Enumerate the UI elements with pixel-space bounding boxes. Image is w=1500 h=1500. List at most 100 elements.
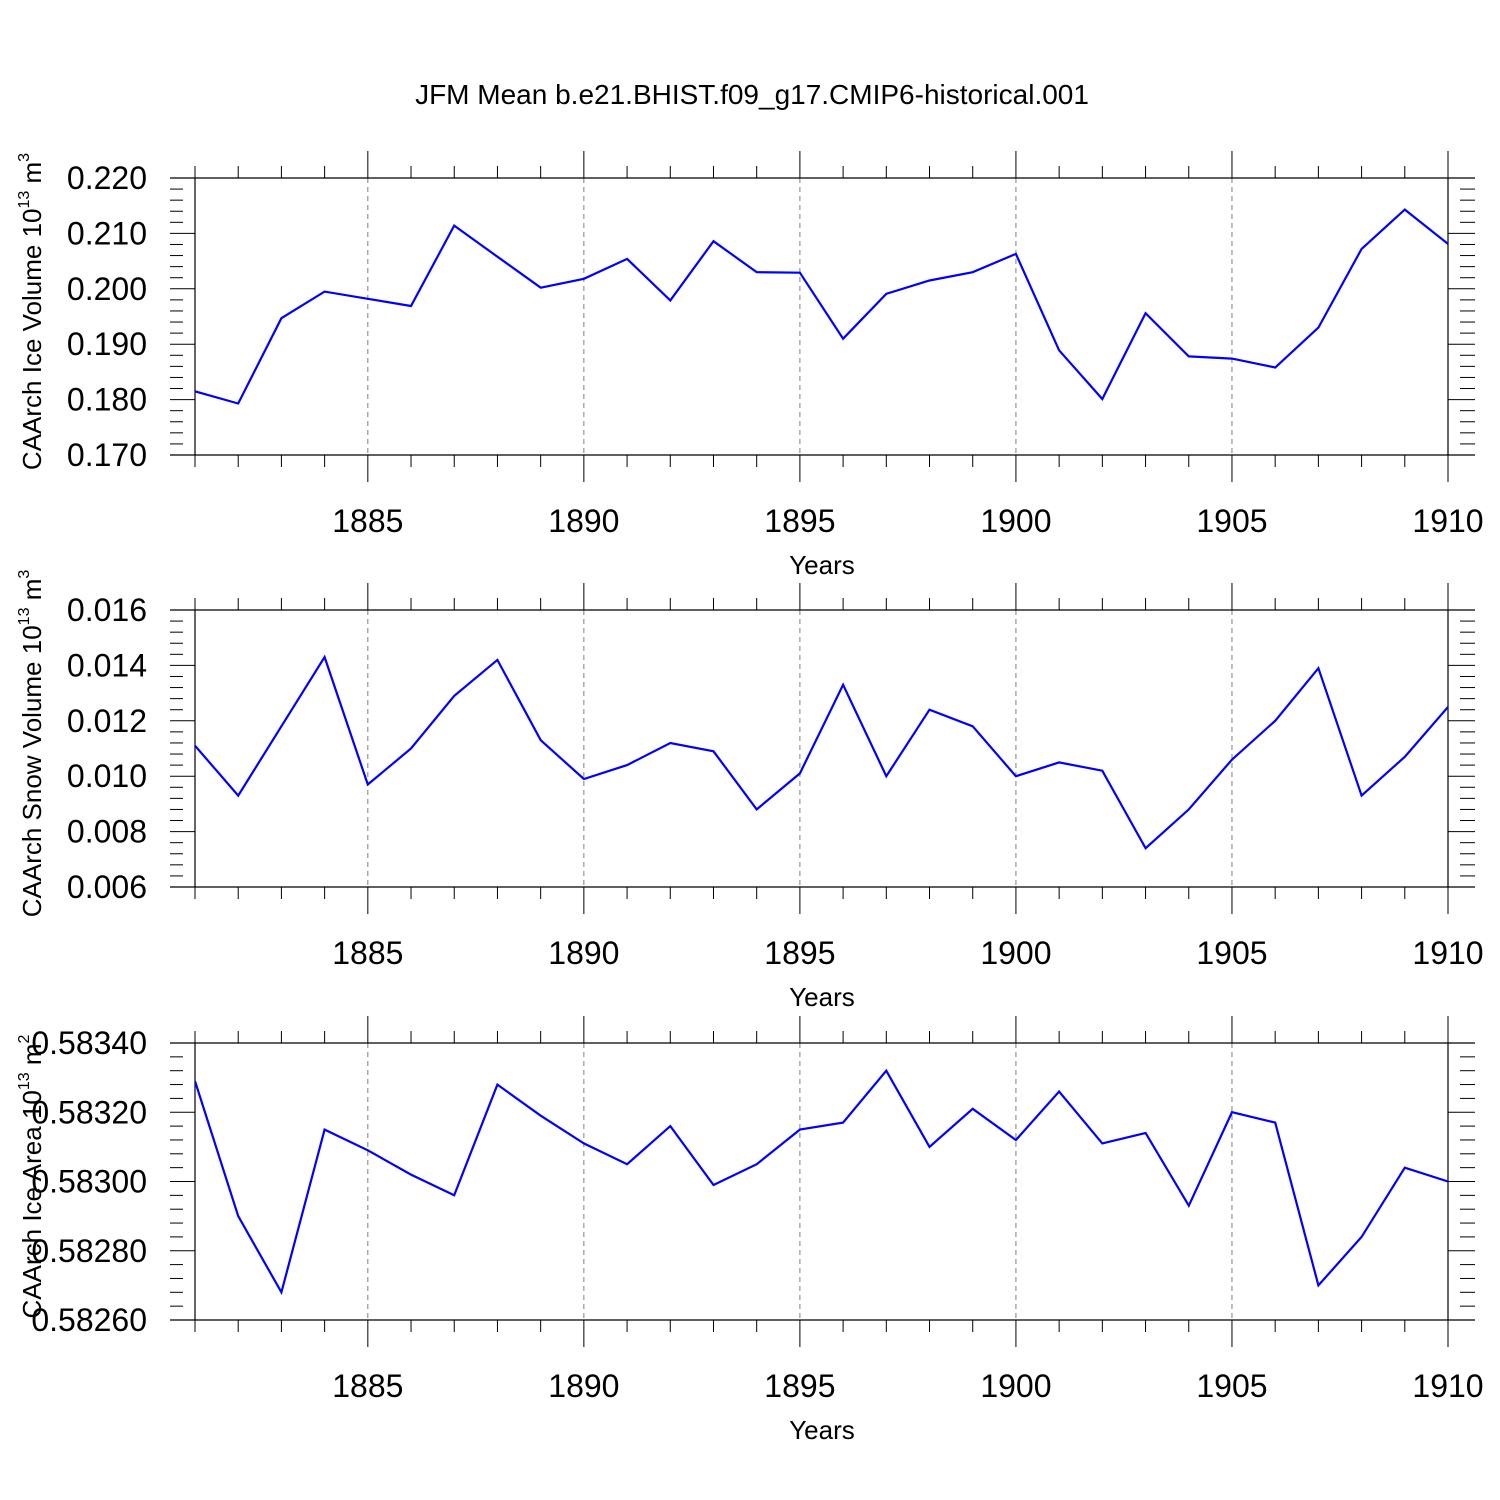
y-tick-label: 0.006 [67, 869, 147, 905]
data-point [972, 725, 974, 727]
data-point [929, 709, 931, 711]
x-tick-label: 1900 [980, 1368, 1051, 1404]
data-point [1145, 312, 1147, 314]
y-tick-label: 0.010 [67, 758, 147, 794]
x-tick-label: 1900 [980, 935, 1051, 971]
data-point [713, 750, 715, 752]
y-tick-label: 0.210 [67, 215, 147, 251]
data-point [1361, 248, 1363, 250]
x-tick-label: 1885 [332, 503, 403, 539]
x-tick-label: 1890 [548, 935, 619, 971]
data-point [713, 1184, 715, 1186]
data-point [885, 775, 887, 777]
data-point [842, 684, 844, 686]
data-point [280, 317, 282, 319]
data-point [410, 748, 412, 750]
data-point [540, 287, 542, 289]
y-axis-label: CAArch Snow Volume 1013 m3 [16, 570, 47, 918]
x-axis-label: Years [789, 1415, 855, 1445]
data-point [540, 739, 542, 741]
x-tick-label: 1885 [332, 935, 403, 971]
data-point [280, 1291, 282, 1293]
x-tick-label: 1890 [548, 503, 619, 539]
data-point [1404, 1167, 1406, 1169]
data-point [799, 1129, 801, 1131]
data-point [1015, 1139, 1017, 1141]
x-tick-label: 1910 [1412, 935, 1483, 971]
x-tick-label: 1895 [764, 1368, 835, 1404]
data-point [1231, 759, 1233, 761]
data-point [367, 1149, 369, 1151]
data-point [237, 1215, 239, 1217]
x-tick-label: 1895 [764, 503, 835, 539]
data-point [929, 1146, 931, 1148]
data-point [756, 1163, 758, 1165]
series-line [195, 1068, 1448, 1296]
y-tick-label: 0.58320 [31, 1094, 147, 1130]
data-point [237, 403, 239, 405]
y-tick-label: 0.190 [67, 326, 147, 362]
data-point [1015, 253, 1017, 255]
data-point [1101, 1142, 1103, 1144]
data-point [1447, 706, 1449, 708]
data-point [1188, 1205, 1190, 1207]
data-point [583, 778, 585, 780]
x-tick-label: 1910 [1412, 1368, 1483, 1404]
data-point [1145, 847, 1147, 849]
y-tick-label: 0.58280 [31, 1233, 147, 1269]
data-point [453, 695, 455, 697]
y-tick-label: 0.008 [67, 814, 147, 850]
data-point [1231, 358, 1233, 360]
data-point [496, 659, 498, 661]
y-tick-label: 0.012 [67, 703, 147, 739]
data-point [1317, 667, 1319, 669]
panel-snow-volume: 1885 1890 1895 1900 1905 1910 0.006 0.008 0.010 0… [16, 570, 1484, 1012]
data-point [1447, 243, 1449, 245]
data-point [324, 1129, 326, 1131]
x-tick-label: 1895 [764, 935, 835, 971]
data-point [1188, 808, 1190, 810]
data-point [496, 1084, 498, 1086]
data-point [1145, 1132, 1147, 1134]
data-point [194, 390, 196, 392]
data-point [1231, 1111, 1233, 1113]
x-tick-label: 1905 [1196, 1368, 1267, 1404]
series-line [195, 208, 1448, 405]
y-axis-label: CAArch Ice Volume 1013 m3 [16, 153, 47, 470]
x-tick-label: 1905 [1196, 935, 1267, 971]
y-tick-label: 0.58260 [31, 1302, 147, 1338]
data-point [1058, 1091, 1060, 1093]
data-point [799, 272, 801, 274]
x-tick-label: 1890 [548, 1368, 619, 1404]
x-axis-label: Years [789, 982, 855, 1012]
data-point [669, 742, 671, 744]
data-point [410, 1174, 412, 1176]
x-tick-label: 1910 [1412, 503, 1483, 539]
y-tick-label: 0.220 [67, 160, 147, 196]
data-point [1274, 720, 1276, 722]
data-point [842, 1122, 844, 1124]
data-point [540, 1115, 542, 1117]
data-point [799, 772, 801, 774]
panel-ice-area: 1885 1890 1895 1900 1905 1910 0.58260 0.58280 0.… [16, 1016, 1484, 1445]
data-point [194, 1080, 196, 1082]
data-point [669, 299, 671, 301]
data-point [972, 271, 974, 273]
series-line [195, 654, 1448, 850]
data-point [1404, 209, 1406, 211]
data-point [453, 1194, 455, 1196]
data-point [626, 258, 628, 260]
data-point [1058, 761, 1060, 763]
y-tick-label: 0.58340 [31, 1025, 147, 1061]
data-point [885, 293, 887, 295]
data-point [367, 784, 369, 786]
data-point [1101, 770, 1103, 772]
data-point [237, 795, 239, 797]
data-point [1404, 756, 1406, 758]
data-point [1447, 1181, 1449, 1183]
y-axis-label: CAArch Ice Area 1013 m2 [16, 1034, 47, 1318]
data-point [626, 764, 628, 766]
data-point [713, 240, 715, 242]
y-tick-label: 0.200 [67, 271, 147, 307]
panel-ice-volume: 1885 1890 1895 1900 1905 1910 0.170 0.180 0.190 0… [16, 151, 1484, 580]
